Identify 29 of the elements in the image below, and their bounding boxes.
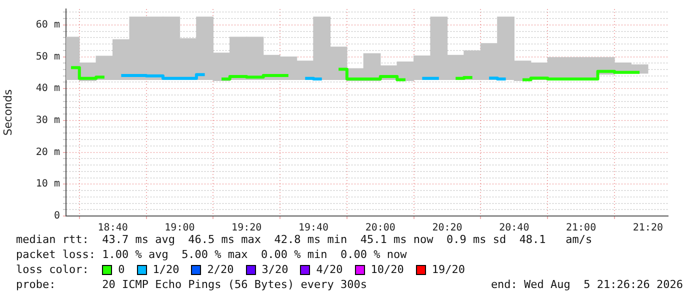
x-tick-label: 19:00 bbox=[164, 222, 195, 234]
y-axis-title: Seconds bbox=[1, 89, 14, 136]
x-tick-label: 19:20 bbox=[232, 222, 262, 234]
x-tick-label: 20:00 bbox=[365, 222, 396, 234]
y-tick-label: 30 m bbox=[36, 115, 60, 126]
text: packet loss: 1.00 % avg 5.00 % max 0.00 % min 0.00 % now bbox=[15, 247, 408, 262]
x-tick-label: 20:40 bbox=[499, 222, 530, 234]
y-tick-label: 40 m bbox=[36, 83, 60, 94]
y-tick-label: 20 m bbox=[36, 146, 60, 158]
text: median rtt: 43.7 ms avg 46.5 ms max 42.8 ms min 45.1 ms now 0.9 ms sd 48.1 am/s bbox=[15, 232, 594, 247]
y-tick-label: 60 m bbox=[36, 20, 60, 31]
x-tick-label: 18:40 bbox=[98, 222, 128, 234]
legend-label: 10/20 bbox=[370, 262, 404, 277]
legend-label: 19/20 bbox=[432, 262, 465, 277]
legend-label: 3/20 bbox=[262, 262, 288, 277]
legend-title: loss color: bbox=[16, 262, 90, 277]
legend-label: 4/20 bbox=[316, 262, 343, 277]
y-tick-label: 0 bbox=[54, 210, 60, 222]
x-tick-label: 20:20 bbox=[432, 222, 462, 234]
legend-label: 1/20 bbox=[152, 262, 180, 277]
legend-label: 0 bbox=[118, 262, 125, 277]
y-tick-label: 50 m bbox=[36, 51, 60, 62]
y-tick-label: 10 m bbox=[36, 178, 60, 190]
text: end: Wed Aug 5 21:26:26 2026 bbox=[490, 277, 683, 292]
x-tick-label: 19:40 bbox=[298, 222, 329, 234]
legend-label: 2/20 bbox=[207, 262, 234, 277]
x-tick-label: 21:20 bbox=[632, 222, 663, 234]
text: probe: 20 ICMP Echo Pings (56 Bytes) every 300s bbox=[16, 277, 367, 292]
x-tick-label: 21:00 bbox=[566, 222, 596, 234]
